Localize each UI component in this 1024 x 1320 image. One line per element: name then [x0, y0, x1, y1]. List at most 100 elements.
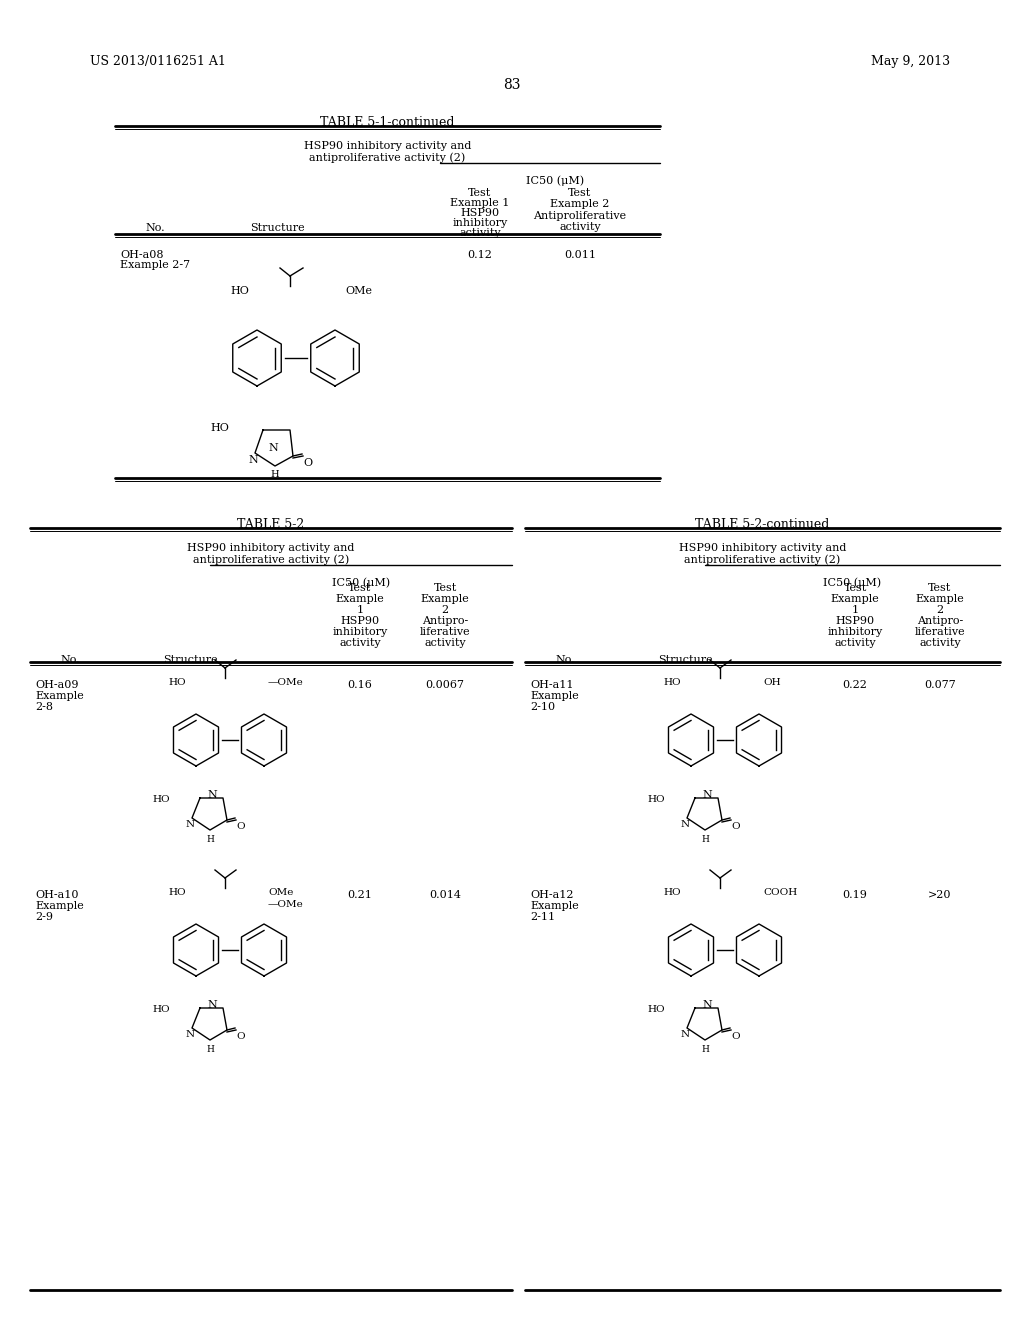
Text: TABLE 5-1-continued: TABLE 5-1-continued — [321, 116, 455, 129]
Text: IC50 (μM): IC50 (μM) — [332, 577, 390, 587]
Text: HO: HO — [647, 795, 665, 804]
Text: 0.19: 0.19 — [843, 890, 867, 900]
Text: HO: HO — [152, 1005, 170, 1014]
Text: OH-a11: OH-a11 — [530, 680, 573, 690]
Text: 0.16: 0.16 — [347, 680, 373, 690]
Text: H: H — [701, 836, 709, 843]
Text: Test: Test — [844, 583, 866, 593]
Text: 0.12: 0.12 — [468, 249, 493, 260]
Text: IC50 (μM): IC50 (μM) — [823, 577, 882, 587]
Text: Example: Example — [915, 594, 965, 605]
Text: TABLE 5-2-continued: TABLE 5-2-continued — [695, 517, 829, 531]
Text: TABLE 5-2: TABLE 5-2 — [238, 517, 304, 531]
Text: O: O — [303, 458, 312, 469]
Text: O: O — [236, 1032, 245, 1041]
Text: inhibitory: inhibitory — [333, 627, 388, 638]
Text: N: N — [248, 455, 258, 465]
Text: inhibitory: inhibitory — [827, 627, 883, 638]
Text: HSP90 inhibitory activity and: HSP90 inhibitory activity and — [304, 141, 471, 150]
Text: No.: No. — [60, 655, 80, 665]
Text: Structure: Structure — [250, 223, 305, 234]
Text: 0.22: 0.22 — [843, 680, 867, 690]
Text: 2-8: 2-8 — [35, 702, 53, 711]
Text: OH: OH — [763, 678, 780, 686]
Text: OH-a12: OH-a12 — [530, 890, 573, 900]
Text: H: H — [270, 470, 280, 479]
Text: O: O — [731, 822, 739, 832]
Text: Example: Example — [35, 902, 84, 911]
Text: Test: Test — [568, 187, 592, 198]
Text: N: N — [702, 1001, 712, 1010]
Text: Structure: Structure — [163, 655, 217, 665]
Text: N: N — [680, 820, 689, 829]
Text: O: O — [731, 1032, 739, 1041]
Text: COOH: COOH — [763, 888, 798, 898]
Text: HO: HO — [168, 678, 185, 686]
Text: HSP90: HSP90 — [461, 209, 500, 218]
Text: antiproliferative activity (2): antiproliferative activity (2) — [309, 152, 466, 162]
Text: 0.011: 0.011 — [564, 249, 596, 260]
Text: HO: HO — [168, 888, 185, 898]
Text: Example: Example — [421, 594, 469, 605]
Text: HO: HO — [210, 422, 229, 433]
Text: N: N — [702, 789, 712, 800]
Text: OH-a10: OH-a10 — [35, 890, 79, 900]
Text: US 2013/0116251 A1: US 2013/0116251 A1 — [90, 55, 226, 69]
Text: N: N — [680, 1030, 689, 1039]
Text: HSP90: HSP90 — [836, 616, 874, 626]
Text: H: H — [701, 1045, 709, 1053]
Text: Example 1: Example 1 — [451, 198, 510, 209]
Text: IC50 (μM): IC50 (μM) — [526, 176, 584, 186]
Text: Example 2: Example 2 — [550, 199, 609, 209]
Text: Example 2-7: Example 2-7 — [120, 260, 190, 271]
Text: 2-11: 2-11 — [530, 912, 555, 921]
Text: N: N — [268, 444, 278, 453]
Text: Test: Test — [929, 583, 951, 593]
Text: No.: No. — [145, 223, 165, 234]
Text: Test: Test — [348, 583, 372, 593]
Text: —OMe: —OMe — [268, 678, 304, 686]
Text: Antipro-: Antipro- — [422, 616, 468, 626]
Text: Example: Example — [530, 902, 579, 911]
Text: No.: No. — [555, 655, 574, 665]
Text: activity: activity — [559, 222, 601, 232]
Text: Example: Example — [336, 594, 384, 605]
Text: 1: 1 — [356, 605, 364, 615]
Text: Test: Test — [433, 583, 457, 593]
Text: N: N — [185, 820, 195, 829]
Text: —OMe: —OMe — [268, 900, 304, 909]
Text: inhibitory: inhibitory — [453, 218, 508, 228]
Text: HSP90 inhibitory activity and: HSP90 inhibitory activity and — [187, 543, 354, 553]
Text: 0.0067: 0.0067 — [426, 680, 465, 690]
Text: N: N — [185, 1030, 195, 1039]
Text: N: N — [207, 789, 217, 800]
Text: HO: HO — [152, 795, 170, 804]
Text: HO: HO — [647, 1005, 665, 1014]
Text: HSP90 inhibitory activity and: HSP90 inhibitory activity and — [679, 543, 846, 553]
Text: activity: activity — [835, 638, 876, 648]
Text: activity: activity — [339, 638, 381, 648]
Text: activity: activity — [920, 638, 961, 648]
Text: 0.077: 0.077 — [924, 680, 955, 690]
Text: OMe: OMe — [345, 286, 372, 296]
Text: O: O — [236, 822, 245, 832]
Text: OH-a08: OH-a08 — [120, 249, 164, 260]
Text: H: H — [206, 836, 214, 843]
Text: 2-10: 2-10 — [530, 702, 555, 711]
Text: antiproliferative activity (2): antiproliferative activity (2) — [193, 554, 349, 565]
Text: antiproliferative activity (2): antiproliferative activity (2) — [684, 554, 841, 565]
Text: HSP90: HSP90 — [340, 616, 380, 626]
Text: HO: HO — [663, 888, 681, 898]
Text: 83: 83 — [503, 78, 521, 92]
Text: Antipro-: Antipro- — [916, 616, 964, 626]
Text: 2: 2 — [936, 605, 943, 615]
Text: liferative: liferative — [420, 627, 470, 638]
Text: Antiproliferative: Antiproliferative — [534, 211, 627, 220]
Text: >20: >20 — [928, 890, 951, 900]
Text: H: H — [206, 1045, 214, 1053]
Text: 0.014: 0.014 — [429, 890, 461, 900]
Text: HO: HO — [230, 286, 249, 296]
Text: Example: Example — [35, 690, 84, 701]
Text: activity: activity — [459, 228, 501, 238]
Text: OMe: OMe — [268, 888, 293, 898]
